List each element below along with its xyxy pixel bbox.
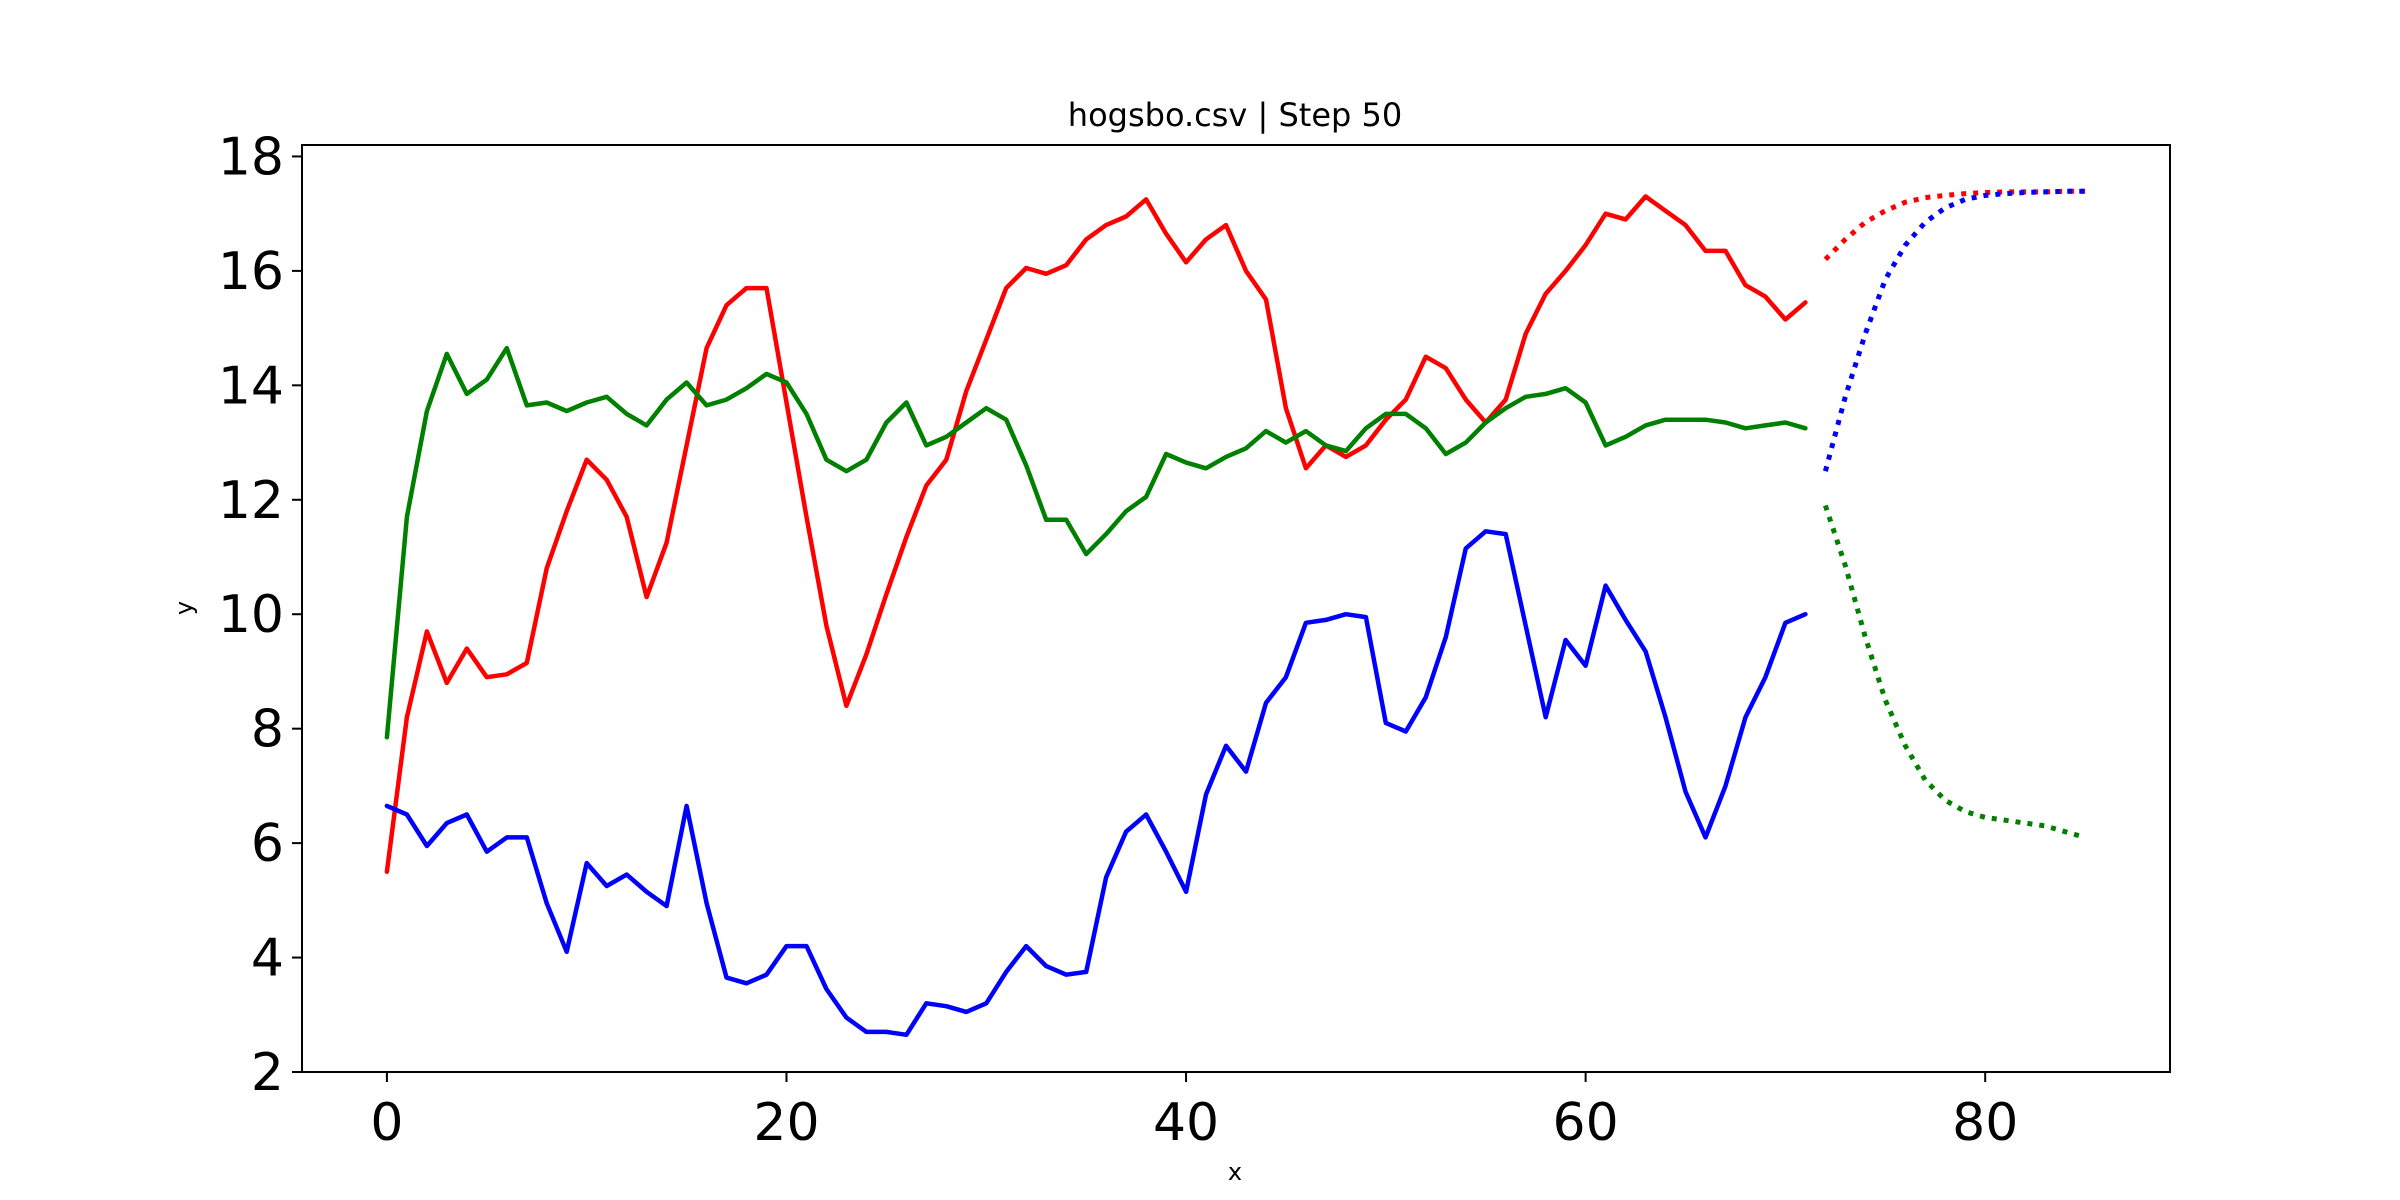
x-tick-label: 80 [1952,1093,2018,1153]
plot-frame [301,144,2171,1073]
x-axis-label: x [1228,1158,1242,1186]
x-tick-label: 0 [370,1093,403,1153]
y-tick-label: 14 [218,356,284,416]
y-tick-label: 4 [251,929,284,989]
x-tick-label: 20 [753,1093,819,1153]
y-tick-label: 18 [218,127,284,187]
forecast-series-line [1822,188,2086,472]
y-tick-label: 2 [251,1043,284,1103]
forecast-series-line [1823,188,2086,262]
series-layer [384,188,2086,1038]
series-line [384,529,1808,1038]
y-tick-label: 8 [251,700,284,760]
chart-title: hogsbo.csv | Step 50 [1068,96,1402,134]
y-tick-label: 16 [218,242,284,302]
ticks-layer: 0 20 40 60 80 2 4 6 8 10 12 14 16 18 [218,127,2018,1153]
forecast-series-line [1823,504,2086,840]
y-tick-label: 12 [218,471,284,531]
x-tick-label: 40 [1153,1093,1219,1153]
series-line [384,194,1808,874]
y-tick-label: 10 [218,585,284,645]
y-tick-label: 6 [251,814,284,874]
y-axis-label: y [170,601,198,615]
series-line [384,345,1808,740]
x-tick-label: 60 [1553,1093,1619,1153]
